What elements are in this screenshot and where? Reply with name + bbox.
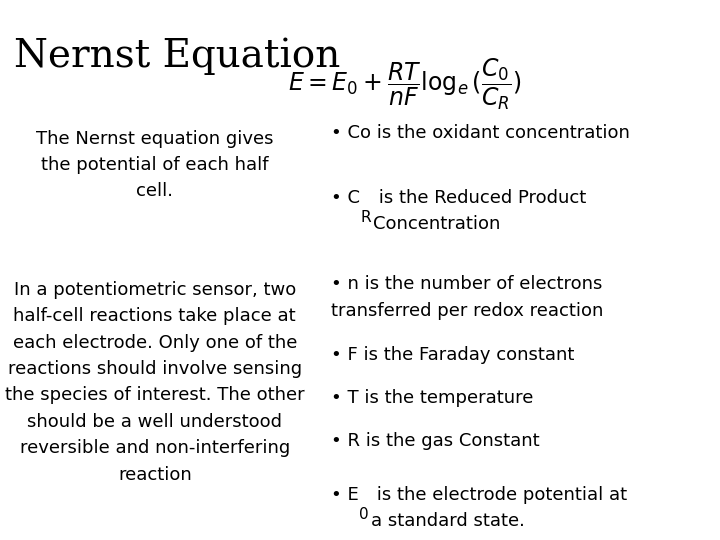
Text: • F is the Faraday constant: • F is the Faraday constant	[331, 346, 575, 363]
Text: • n is the number of electrons
transferred per redox reaction: • n is the number of electrons transferr…	[331, 275, 603, 320]
Text: Nernst Equation: Nernst Equation	[14, 38, 341, 75]
Text: The Nernst equation gives
the potential of each half
cell.: The Nernst equation gives the potential …	[36, 130, 274, 200]
Text: In a potentiometric sensor, two
half-cell reactions take place at
each electrode: In a potentiometric sensor, two half-cel…	[5, 281, 305, 484]
Text: 0: 0	[359, 507, 369, 522]
Text: $E = E_0 + \dfrac{RT}{nF} \log_e (\dfrac{C_0}{C_R})$: $E = E_0 + \dfrac{RT}{nF} \log_e (\dfrac…	[288, 57, 522, 112]
Text: is the electrode potential at
a standard state.: is the electrode potential at a standard…	[371, 486, 627, 530]
Text: • Co is the oxidant concentration: • Co is the oxidant concentration	[331, 124, 630, 142]
Text: • C: • C	[331, 189, 360, 207]
Text: • T is the temperature: • T is the temperature	[331, 389, 534, 407]
Text: R: R	[360, 210, 371, 225]
Text: is the Reduced Product
Concentration: is the Reduced Product Concentration	[373, 189, 586, 233]
Text: • E: • E	[331, 486, 359, 504]
Text: • R is the gas Constant: • R is the gas Constant	[331, 432, 540, 450]
